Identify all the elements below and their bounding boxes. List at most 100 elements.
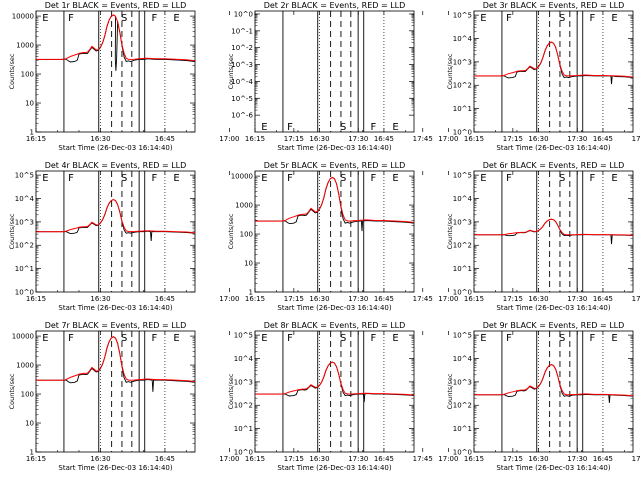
y-axis-label: Counts/sec	[227, 53, 235, 89]
x-axis-label: Start Time (26-Dec-03 16:14:40)	[58, 144, 172, 152]
y-axis-label: Counts/sec	[8, 213, 16, 249]
x-tick-label: 16:45	[155, 295, 175, 303]
y-axis-label: Counts/sec	[227, 373, 235, 409]
y-axis-label: Counts/sec	[8, 53, 16, 89]
y-tick-label: 10^-3	[231, 61, 253, 69]
zone-label: S	[121, 333, 127, 344]
zone-label: S	[559, 333, 565, 344]
y-tick-label: 10^-2	[231, 44, 253, 52]
x-axis-label: Start Time (26-Dec-03 16:14:40)	[58, 464, 172, 472]
y-tick-label: 10^5	[453, 12, 472, 20]
x-tick-label: 17:15	[284, 295, 304, 303]
x-axis-label: Start Time (26-Dec-03 16:14:40)	[277, 464, 391, 472]
x-tick-label: 16:15	[245, 455, 265, 463]
x-tick-label: 17:45	[632, 455, 640, 463]
zone-label: F	[506, 13, 512, 24]
zone-label: S	[340, 173, 346, 184]
y-tick-label: 10^3	[453, 218, 472, 226]
x-tick-label: 16:30	[528, 295, 548, 303]
x-tick-label: 17:45	[413, 295, 433, 303]
zone-label: F	[287, 173, 293, 184]
y-tick-label: 1000	[235, 202, 253, 210]
x-tick-label: 16:30	[309, 135, 329, 143]
x-tick-label: 16:15	[26, 135, 46, 143]
y-tick-label: 1000	[16, 362, 34, 370]
x-tick-label: 17:15	[503, 135, 523, 143]
y-tick-label: 10^1	[453, 425, 472, 433]
x-tick-label: 16:45	[155, 455, 175, 463]
plot-frame	[254, 170, 415, 293]
x-tick-label: 17:15	[284, 135, 304, 143]
y-tick-label: 10000	[231, 173, 253, 181]
y-tick-label: 10^3	[453, 378, 472, 386]
y-axis-label: Counts/sec	[8, 373, 16, 409]
x-tick-label: 17:30	[567, 455, 587, 463]
zone-label: E	[261, 173, 267, 184]
zone-label: S	[340, 333, 346, 344]
x-tick-label: 16:30	[528, 135, 548, 143]
zone-label: F	[68, 13, 74, 24]
y-tick-label: 10^-6	[231, 112, 253, 120]
series-events-line	[474, 41, 634, 85]
zone-label: F	[589, 13, 595, 24]
series-events-line	[36, 336, 196, 392]
x-tick-label: 17:15	[503, 455, 523, 463]
x-tick-label: 17:45	[632, 295, 640, 303]
y-tick-label: 10^2	[453, 242, 472, 250]
zone-label: S	[121, 173, 127, 184]
x-tick-label: 17:30	[348, 295, 368, 303]
x-tick-label: 17:00	[438, 455, 458, 463]
zone-label: F	[68, 333, 74, 344]
x-tick-label: 17:45	[632, 135, 640, 143]
x-tick-label: 17:30	[567, 295, 587, 303]
panel-det-5r: Det 5r BLACK = Events, RED = LLD E F S F E 16:…	[227, 161, 640, 312]
zone-label: F	[287, 122, 293, 133]
panel-det-2r: Det 2r BLACK = Events, RED = LLD E F S F E 16:…	[227, 1, 640, 152]
y-axis-label: Counts/sec	[446, 53, 454, 89]
x-tick-label: 16:45	[374, 295, 394, 303]
panel-det-6r: Det 6r BLACK = Events, RED = LLD E F S F E 16:…	[446, 161, 634, 312]
zone-label: E	[261, 333, 267, 344]
zone-label: E	[480, 333, 486, 344]
y-tick-label: 10^1	[453, 265, 472, 273]
y-tick-label: 1	[30, 129, 34, 137]
panel-title: Det 1r BLACK = Events, RED = LLD	[45, 1, 187, 10]
y-tick-label: 10	[25, 420, 34, 428]
x-tick-label: 16:15	[26, 295, 46, 303]
series-events-line	[255, 176, 415, 232]
plot-frame	[254, 10, 415, 133]
x-tick-label: 17:15	[284, 455, 304, 463]
panel-title: Det 9r BLACK = Events, RED = LLD	[483, 321, 625, 330]
series-events-line	[36, 199, 196, 242]
x-tick-label: 17:00	[438, 295, 458, 303]
y-tick-label: 10^1	[15, 265, 34, 273]
series-events-line	[474, 364, 634, 403]
panel-det-8r: Det 8r BLACK = Events, RED = LLD E F S F E 16:…	[227, 321, 640, 472]
panel-det-4r: Det 4r BLACK = Events, RED = LLD E F S F E 16:…	[8, 161, 433, 312]
panel-det-7r: Det 7r BLACK = Events, RED = LLD E F S F E 16:…	[8, 321, 433, 472]
panel-title: Det 2r BLACK = Events, RED = LLD	[264, 1, 406, 10]
y-tick-label: 10^-5	[231, 95, 253, 103]
zone-label: E	[392, 173, 398, 184]
y-tick-label: 10^2	[453, 402, 472, 410]
y-tick-label: 10^3	[15, 218, 34, 226]
y-tick-label: 10^0	[234, 10, 253, 18]
x-axis-label: Start Time (26-Dec-03 16:14:40)	[496, 144, 610, 152]
y-tick-label: 10	[25, 100, 34, 108]
y-tick-label: 10^0	[453, 289, 472, 297]
x-tick-label: 17:00	[219, 295, 239, 303]
x-tick-label: 16:45	[374, 455, 394, 463]
zone-label: F	[370, 333, 376, 344]
panel-title: Det 3r BLACK = Events, RED = LLD	[483, 1, 625, 10]
x-tick-label: 16:30	[90, 135, 110, 143]
zone-label: E	[42, 13, 48, 24]
y-tick-label: 10^2	[234, 402, 253, 410]
y-tick-label: 10^0	[453, 129, 472, 137]
y-tick-label: 10^0	[453, 449, 472, 457]
y-tick-label: 10^4	[234, 355, 254, 363]
x-tick-label: 17:15	[503, 295, 523, 303]
zone-label: F	[151, 333, 157, 344]
x-tick-label: 16:45	[593, 295, 613, 303]
y-tick-label: 10^0	[234, 449, 253, 457]
x-tick-label: 17:45	[413, 135, 433, 143]
